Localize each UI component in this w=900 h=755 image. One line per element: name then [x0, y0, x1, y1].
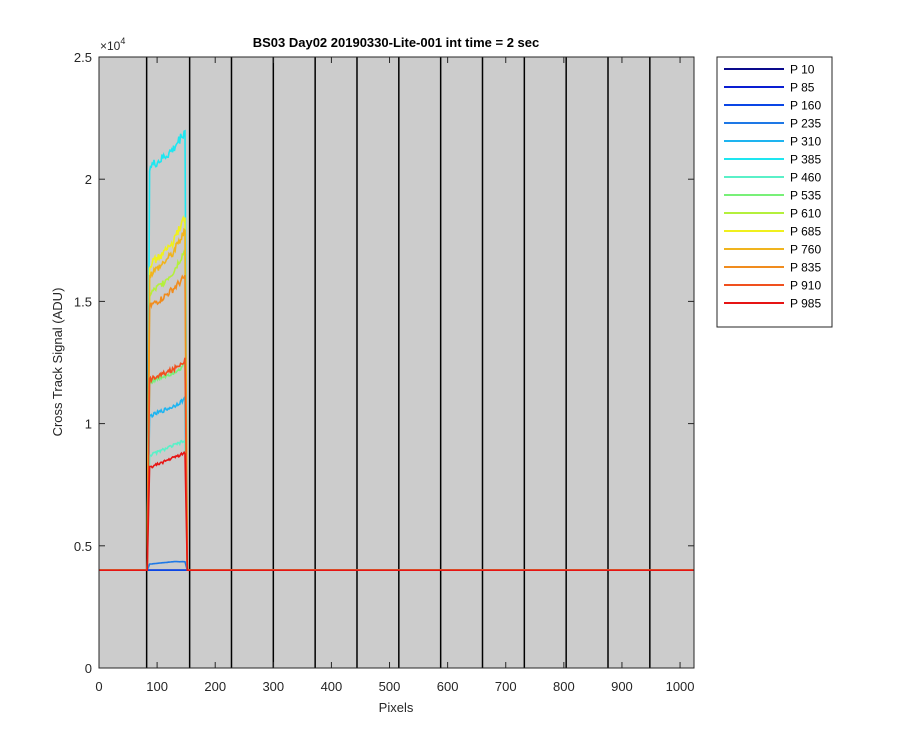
- x-tick-label: 600: [437, 679, 459, 694]
- legend-label: P 535: [790, 189, 821, 203]
- legend-label: P 835: [790, 261, 821, 275]
- series-line: [99, 396, 694, 571]
- y-tick-label: 2.5: [74, 50, 92, 65]
- series-line: [99, 450, 694, 571]
- x-tick-label: 100: [146, 679, 168, 694]
- legend-label: P 760: [790, 243, 821, 257]
- legend-label: P 385: [790, 153, 821, 167]
- x-tick-label: 1000: [666, 679, 695, 694]
- series-line: [99, 439, 694, 571]
- legend: P 10 P 85 P 160 P 235 P 310 P 385 P 460 P 535 P …: [716, 56, 833, 328]
- legend-label: P 235: [790, 117, 821, 131]
- plot-area: [99, 57, 694, 668]
- series-line: [99, 215, 694, 571]
- legend-box: [716, 56, 833, 328]
- y-exponent-power: 4: [120, 36, 125, 46]
- legend-label: P 610: [790, 207, 821, 221]
- y-tick-label: 0.5: [74, 539, 92, 554]
- series-line: [99, 249, 694, 571]
- y-tick-label: 2: [85, 172, 92, 187]
- axes-frame: [98, 56, 695, 669]
- legend-label: P 685: [790, 225, 821, 239]
- y-axis-label: Cross Track Signal (ADU): [50, 288, 65, 437]
- x-tick-label: 300: [262, 679, 284, 694]
- legend-label: P 10: [790, 63, 815, 77]
- legend-label: P 310: [790, 135, 821, 149]
- series-line: [99, 274, 694, 571]
- legend-label: P 985: [790, 297, 821, 311]
- x-tick-label: 500: [379, 679, 401, 694]
- x-axis-label: Pixels: [379, 700, 414, 715]
- y-tick-label: 1: [85, 417, 92, 432]
- legend-label: P 460: [790, 171, 821, 185]
- y-exponent-base: ×10: [100, 39, 121, 53]
- y-exponent-label: ×104: [100, 36, 125, 53]
- x-tick-label: 700: [495, 679, 517, 694]
- x-tick-label: 900: [611, 679, 633, 694]
- chart-title: BS03 Day02 20190330-Lite-001 int time = …: [253, 35, 540, 50]
- legend-label: P 160: [790, 99, 821, 113]
- x-tick-label: 800: [553, 679, 575, 694]
- series-line: [99, 129, 694, 571]
- legend-label: P 85: [790, 81, 815, 95]
- legend-label: P 910: [790, 279, 821, 293]
- y-tick-label: 0: [85, 661, 92, 676]
- x-tick-label: 200: [204, 679, 226, 694]
- y-tick-label: 1.5: [74, 294, 92, 309]
- series-line: [99, 227, 694, 571]
- series-line: [99, 357, 694, 571]
- x-tick-label: 400: [321, 679, 343, 694]
- series-line: [99, 560, 694, 571]
- x-tick-label: 0: [95, 679, 102, 694]
